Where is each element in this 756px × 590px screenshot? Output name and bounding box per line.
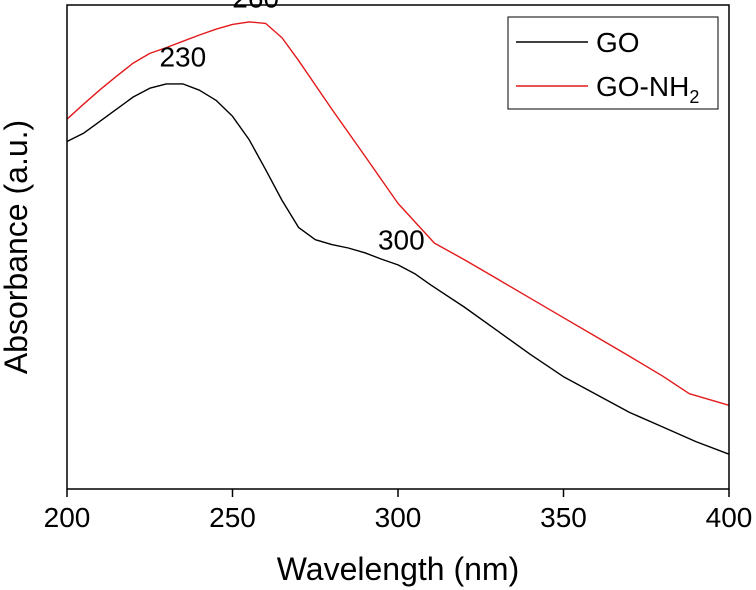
peak-label: 260 — [232, 0, 279, 13]
peak-label: 300 — [378, 224, 425, 255]
x-axis-ticks: 200 250 300 350 400 — [44, 489, 753, 533]
legend-subscript: 2 — [689, 87, 699, 107]
x-tick-label: 300 — [375, 502, 422, 533]
x-tick-label: 200 — [44, 502, 91, 533]
peak-annotations: 260 230 300 — [159, 0, 424, 255]
y-axis-title: Absorbance (a.u.) — [0, 120, 34, 374]
series-line-go-nh2 — [66, 21, 730, 406]
legend-label: GO-NH2 — [596, 71, 699, 107]
series-line-go — [66, 83, 730, 455]
plot-area — [66, 21, 730, 455]
x-tick-label: 350 — [540, 502, 587, 533]
peak-label: 230 — [159, 41, 206, 72]
legend: GO GO-NH2 — [507, 16, 719, 110]
legend-label: GO — [596, 27, 640, 58]
x-tick-label: 400 — [706, 502, 753, 533]
legend-box — [507, 16, 719, 110]
x-tick-label: 250 — [209, 502, 256, 533]
x-axis-title: Wavelength (nm) — [277, 551, 519, 587]
